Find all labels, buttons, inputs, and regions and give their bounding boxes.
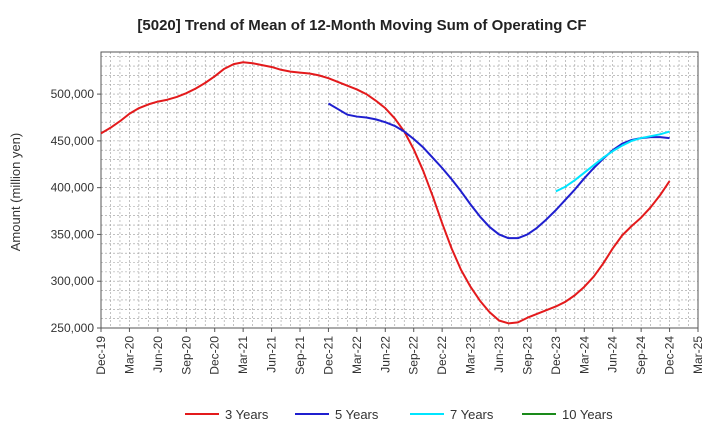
series xyxy=(100,61,671,325)
x-tick-label: Sep-22 xyxy=(407,336,421,375)
legend-label: 3 Years xyxy=(225,407,269,422)
x-tick-label: Dec-21 xyxy=(321,336,335,375)
x-ticks: Dec-19 Mar-20 Jun-20 Sep-20 Dec-20 Mar-21 Jun-… xyxy=(94,328,705,375)
x-tick-label: Mar-25 xyxy=(691,336,705,374)
x-tick-label: Jun-22 xyxy=(378,336,392,373)
y-tick-label: 450,000 xyxy=(51,134,95,148)
y-tick-label: 500,000 xyxy=(51,87,95,101)
chart-title: [5020] Trend of Mean of 12-Month Moving … xyxy=(137,17,586,34)
x-tick-label: Mar-24 xyxy=(577,336,591,374)
grid xyxy=(101,52,698,328)
x-tick-label: Sep-20 xyxy=(179,336,193,375)
x-tick-label: Dec-23 xyxy=(549,336,563,375)
legend-label: 7 Years xyxy=(450,407,494,422)
series-line-3 xyxy=(555,130,670,193)
x-tick-label: Jun-24 xyxy=(606,336,620,373)
legend: 3 Years 5 Years 7 Years 10 Years xyxy=(185,407,613,422)
x-tick-label: Jun-23 xyxy=(492,336,506,373)
plot-frame xyxy=(100,51,699,329)
x-tick-label: Mar-20 xyxy=(122,336,136,374)
series-line-1 xyxy=(100,61,671,325)
x-tick-label: Sep-21 xyxy=(293,336,307,375)
x-tick-label: Jun-21 xyxy=(265,336,279,373)
x-tick-label: Dec-24 xyxy=(663,336,677,375)
x-tick-label: Sep-23 xyxy=(520,336,534,375)
y-ticks: 250,000 300,000 350,000 400,000 450,000 500,0… xyxy=(51,87,101,335)
y-tick-label: 350,000 xyxy=(51,227,95,241)
legend-label: 10 Years xyxy=(562,407,613,422)
y-tick-label: 400,000 xyxy=(51,181,95,195)
y-tick-label: 250,000 xyxy=(51,321,95,335)
x-tick-label: Dec-22 xyxy=(435,336,449,375)
y-axis-label: Amount (million yen) xyxy=(8,133,23,252)
x-tick-label: Sep-24 xyxy=(634,336,648,375)
x-tick-label: Dec-19 xyxy=(94,336,108,375)
x-tick-label: Jun-20 xyxy=(151,336,165,373)
x-tick-label: Mar-23 xyxy=(464,336,478,374)
y-tick-label: 300,000 xyxy=(51,274,95,288)
x-tick-label: Mar-21 xyxy=(236,336,250,374)
legend-label: 5 Years xyxy=(335,407,379,422)
x-tick-label: Mar-22 xyxy=(350,336,364,374)
x-tick-label: Dec-20 xyxy=(208,336,222,375)
